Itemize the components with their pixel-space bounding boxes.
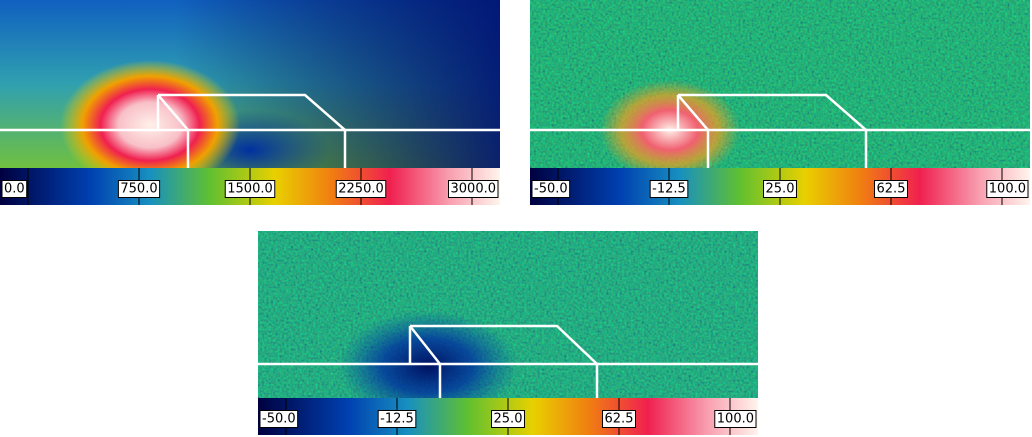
colorbar-tick-label: 1500.0	[227, 182, 273, 197]
tick-label-box	[117, 180, 161, 198]
tick-label-box	[602, 410, 636, 428]
tick-label-box	[491, 410, 525, 428]
tick-label-box	[224, 180, 276, 198]
panel: -50.0 -12.5 25.0 62.5 100.0	[530, 0, 1030, 205]
colorbar-tick-label: 2250.0	[338, 182, 384, 197]
colorbar-tick-label: 0.0	[4, 182, 25, 197]
panel: 0.0 750.0 1500.0 2250.0 3000.0	[0, 0, 500, 205]
outline	[158, 93, 347, 168]
colorbar-tick-label: -12.5	[652, 182, 686, 197]
colorbar-tick-label: 100.0	[717, 412, 754, 427]
tick-label-box	[1, 180, 28, 198]
tick-label-box	[531, 180, 571, 198]
colorbar-tick-label: 62.5	[605, 412, 634, 427]
tick-label-box	[649, 180, 689, 198]
colorbar-tick-label: 750.0	[120, 182, 157, 197]
colorbar-tick-label: 62.5	[877, 182, 906, 197]
colorbar-tick-label: -50.0	[534, 182, 568, 197]
outline	[409, 325, 442, 398]
colorbar-tick-label: -12.5	[380, 412, 414, 427]
tick-label-box	[335, 180, 387, 198]
colorbar-tick-label: 25.0	[494, 412, 523, 427]
colorbar-tick-label: 3000.0	[451, 182, 497, 197]
tick-label-box	[874, 180, 908, 198]
outline	[678, 93, 868, 168]
tick-label-box	[714, 410, 757, 428]
tick-label-box	[377, 410, 417, 428]
panel: -50.0 -12.5 25.0 62.5 100.0	[258, 231, 758, 435]
colorbar-tick-label: 25.0	[766, 182, 795, 197]
heatmap-high	[60, 60, 240, 190]
outline	[157, 94, 190, 168]
tick-label-box	[448, 180, 499, 198]
tick-label-box	[259, 410, 299, 428]
tick-label-box	[986, 180, 1029, 198]
tick-label-box	[763, 180, 797, 198]
heatmap-low	[338, 311, 518, 421]
outline	[410, 324, 599, 398]
colorbar-tick-label: 100.0	[989, 182, 1026, 197]
colorbar-tick-label: -50.0	[262, 412, 296, 427]
outline	[677, 94, 710, 168]
